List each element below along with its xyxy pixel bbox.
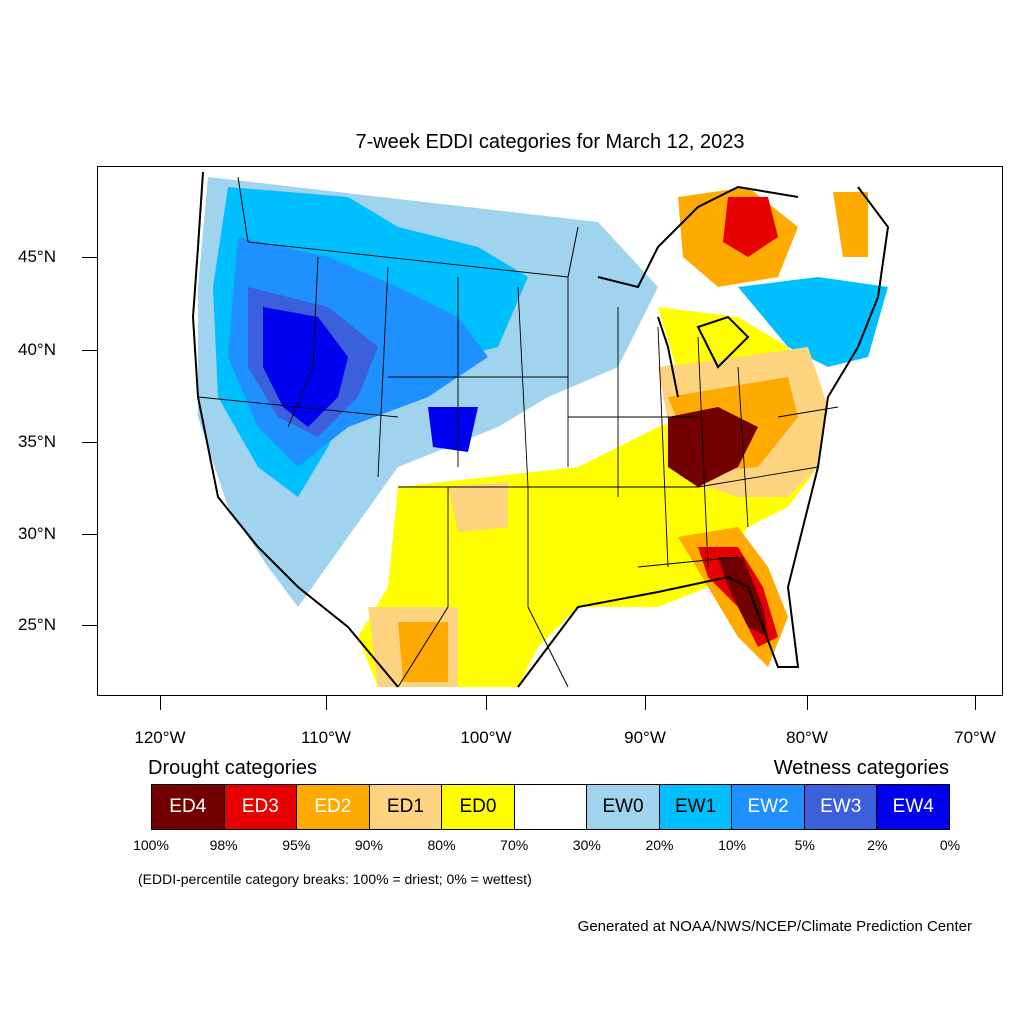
legend-swatch-ed3: ED3 bbox=[224, 785, 298, 829]
drought-ed2-texas bbox=[398, 622, 448, 682]
legend-note: (EDDI-percentile category breaks: 100% =… bbox=[138, 871, 532, 887]
legend-percentile-label: 100% bbox=[133, 837, 169, 853]
legend-swatch-ed4: ED4 bbox=[152, 785, 225, 829]
legend-swatch-ew1: EW1 bbox=[659, 785, 733, 829]
drought-ed1-kansas bbox=[448, 482, 508, 532]
legend-wetness-title: Wetness categories bbox=[773, 757, 949, 779]
lon-tick-70: 70°W bbox=[954, 728, 996, 747]
lon-tick-120: 120°W bbox=[134, 728, 186, 747]
legend-swatch-ew2: EW2 bbox=[732, 785, 805, 829]
lon-tick-80: 80°W bbox=[786, 728, 828, 747]
lon-tick-100: 100°W bbox=[460, 728, 512, 747]
drought-ed4-ohio-valley bbox=[668, 407, 758, 487]
legend-swatch-ew4: EW4 bbox=[877, 785, 950, 829]
wet-ew1-northeast bbox=[738, 277, 888, 367]
great-lakes-outline bbox=[597, 185, 799, 398]
drought-ed4-florida bbox=[718, 557, 768, 637]
legend-swatch-ed0: ED0 bbox=[442, 785, 515, 829]
drought-ed3-michigan bbox=[723, 197, 778, 257]
lat-tick-40: 40°N bbox=[18, 340, 56, 359]
lon-tickmark bbox=[807, 696, 808, 710]
lon-tickmark bbox=[326, 696, 327, 710]
lat-tick-35: 35°N bbox=[18, 432, 56, 451]
lat-tick-25: 25°N bbox=[18, 615, 56, 634]
legend-swatch-none bbox=[514, 785, 588, 829]
lon-tickmark bbox=[645, 696, 646, 710]
legend-percentile-label: 5% bbox=[794, 837, 815, 853]
lat-tickmark bbox=[82, 257, 97, 258]
legend-swatch-ed2: ED2 bbox=[297, 785, 370, 829]
legend-swatch-ew0: EW0 bbox=[587, 785, 660, 829]
map-frame bbox=[97, 166, 1003, 696]
lat-tickmark bbox=[82, 350, 97, 351]
legend-color-bar: ED4 ED3 ED2 ED1 ED0 EW0 EW1 EW2 EW3 EW4 bbox=[151, 784, 950, 830]
map-title: 7-week EDDI categories for March 12, 202… bbox=[355, 131, 745, 153]
drought-ed2-maine bbox=[833, 192, 868, 257]
lat-tickmark bbox=[82, 442, 97, 443]
legend-swatch-ew3: EW3 bbox=[804, 785, 878, 829]
legend-percentile-label: 10% bbox=[718, 837, 747, 853]
lat-tick-30: 30°N bbox=[18, 524, 56, 543]
legend-percentile-label: 90% bbox=[354, 837, 383, 853]
legend-swatch-ed1: ED1 bbox=[369, 785, 443, 829]
lat-tick-45: 45°N bbox=[18, 247, 56, 266]
coastline bbox=[191, 171, 890, 688]
legend-percentile-label: 0% bbox=[939, 837, 961, 853]
lon-tickmark bbox=[975, 696, 976, 710]
legend-percentile-label: 20% bbox=[645, 837, 674, 853]
legend-percentile-label: 2% bbox=[867, 837, 888, 853]
legend-percentile-label: 30% bbox=[572, 837, 601, 853]
lon-tick-110: 110°W bbox=[301, 728, 351, 747]
legend-percentile-label: 98% bbox=[209, 837, 238, 853]
legend-percentile-label: 70% bbox=[500, 837, 529, 853]
credit-text: Generated at NOAA/NWS/NCEP/Climate Predi… bbox=[577, 918, 972, 935]
legend-percentile-label: 95% bbox=[282, 837, 311, 853]
wet-ew4-colorado bbox=[428, 407, 478, 452]
lon-tickmark bbox=[160, 696, 161, 710]
canada-mexico-border bbox=[237, 176, 579, 688]
lon-tickmark bbox=[486, 696, 487, 710]
state-lines bbox=[197, 241, 839, 607]
lat-tickmark bbox=[82, 625, 97, 626]
wet-ew4-west bbox=[263, 307, 348, 427]
eddi-fill-layer bbox=[193, 172, 888, 687]
legend-drought-title: Drought categories bbox=[148, 757, 317, 779]
boundary-layer bbox=[191, 171, 890, 688]
lat-tickmark bbox=[82, 534, 97, 535]
us-eddi-map bbox=[191, 171, 890, 688]
legend-percentile-label: 80% bbox=[427, 837, 456, 853]
lon-tick-90: 90°W bbox=[624, 728, 666, 747]
